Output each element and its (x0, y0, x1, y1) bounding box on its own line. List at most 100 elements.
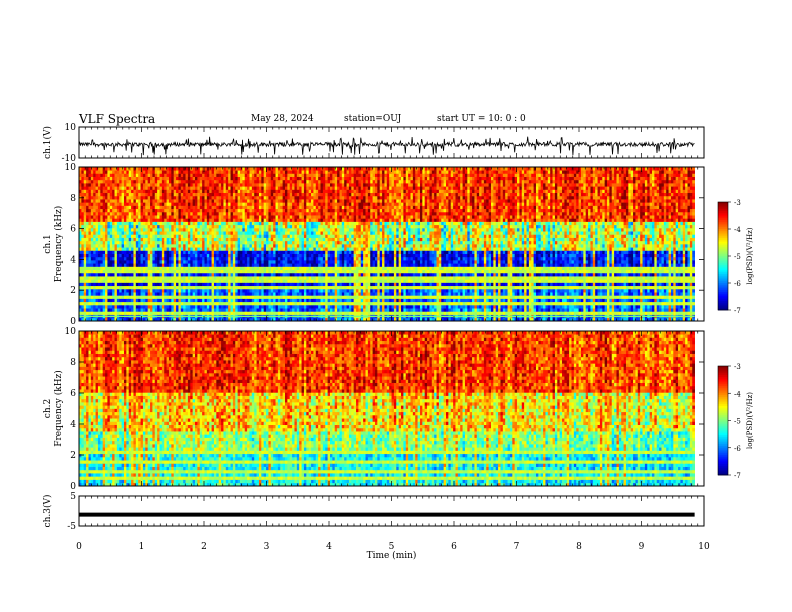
spectrogram-cell (141, 186, 144, 190)
spectrogram-cell (145, 225, 148, 229)
spectrogram-cell (126, 234, 129, 238)
spectrogram-cell (81, 177, 84, 181)
spectrogram-cell (131, 299, 134, 303)
spectrogram-cell (84, 231, 87, 235)
spectrogram-cell (107, 273, 110, 277)
spectrogram-cell (148, 212, 151, 216)
spectrogram-cell (107, 250, 110, 254)
spectrogram-cell (117, 292, 120, 296)
spectrogram-cell (129, 311, 132, 315)
spectrogram-cell (93, 209, 96, 213)
spectrogram-cell (105, 209, 108, 213)
spectrogram-cell (105, 273, 108, 277)
spectrogram-cell (93, 170, 96, 174)
spectrogram-cell (110, 180, 113, 184)
spectrogram-cell (129, 305, 132, 309)
spectrogram-cell (88, 254, 91, 258)
spectrogram-cell (105, 308, 108, 312)
spectrogram-cell (122, 247, 125, 251)
spectrogram-cell (148, 266, 151, 270)
spectrogram-cell (98, 292, 101, 296)
spectrogram-cell (96, 206, 99, 210)
spectrogram-cell (119, 289, 122, 293)
spectrogram-cell (131, 180, 134, 184)
spectrogram-cell (150, 276, 153, 280)
spectrogram-cell (103, 260, 106, 264)
spectrogram-cell (112, 292, 115, 296)
spectrogram-cell (110, 212, 113, 216)
spectrogram-cell (115, 305, 118, 309)
spectrogram-cell (136, 199, 139, 203)
spectrogram-cell (145, 244, 148, 248)
spectrogram-cell (136, 215, 139, 219)
spectrogram-cell (105, 206, 108, 210)
spectrogram-cell (145, 295, 148, 299)
spectrogram-cell (119, 186, 122, 190)
spectrogram-cell (93, 193, 96, 197)
spectrogram-cell (81, 292, 84, 296)
spectrogram-cell (110, 308, 113, 312)
spectrogram-cell (117, 189, 120, 193)
spectrogram-cell (107, 302, 110, 306)
spectrogram-cell (126, 289, 129, 293)
spectrogram-cell (124, 276, 127, 280)
spectrogram-cell (126, 260, 129, 264)
spectrogram-cell (86, 209, 89, 213)
spectrogram-cell (141, 273, 144, 277)
spectrogram-cell (126, 270, 129, 274)
spectrogram-cell (98, 308, 101, 312)
spectrogram-cell (93, 257, 96, 261)
spectrogram-cell (96, 244, 99, 248)
spectrogram-cell (122, 180, 125, 184)
spectrogram-cell (131, 167, 134, 171)
spectrogram-cell (105, 299, 108, 303)
spectrogram-cell (124, 189, 127, 193)
spectrogram-cell (84, 218, 87, 222)
spectrogram-cell (126, 305, 129, 309)
spectrogram-cell (81, 247, 84, 251)
spectrogram-cell (88, 273, 91, 277)
spectrogram-cell (133, 254, 136, 258)
spectrogram-cell (110, 250, 113, 254)
spectrogram-cell (129, 299, 132, 303)
spectrogram-cell (145, 305, 148, 309)
spectrogram-cell (110, 247, 113, 251)
spectrogram-cell (126, 186, 129, 190)
spectrogram-cell (81, 257, 84, 261)
spectrogram-cell (100, 257, 103, 261)
spectrogram-cell (124, 283, 127, 287)
spectrogram-cell (110, 238, 113, 242)
spectrogram-cell (124, 266, 127, 270)
spectrogram-cell (145, 218, 148, 222)
spectrogram-cell (84, 279, 87, 283)
spectrogram-cell (122, 238, 125, 242)
spectrogram-cell (96, 199, 99, 203)
spectrogram-cell (133, 250, 136, 254)
spectrogram-cell (136, 250, 139, 254)
spectrogram-cell (150, 295, 153, 299)
spectrogram-cell (107, 308, 110, 312)
spectrogram-cell (126, 266, 129, 270)
spectrogram-cell (112, 273, 115, 277)
spectrogram-cell (148, 186, 151, 190)
spectrogram-cell (91, 183, 94, 187)
spectrogram-cell (93, 247, 96, 251)
spectrogram-cell (110, 228, 113, 232)
spectrogram-cell (110, 289, 113, 293)
spectrogram-cell (145, 231, 148, 235)
spectrogram-cell (150, 311, 153, 315)
spectrogram-cell (138, 231, 141, 235)
spectrogram-cell (119, 266, 122, 270)
spectrogram-cell (117, 247, 120, 251)
spectrogram-cell (115, 225, 118, 229)
spectrogram-cell (141, 173, 144, 177)
spectrogram-cell (143, 295, 146, 299)
spectrogram-cell (103, 170, 106, 174)
spectrogram-cell (96, 202, 99, 206)
spectrogram-cell (143, 244, 146, 248)
spectrogram-cell (141, 270, 144, 274)
spectrogram-cell (138, 209, 141, 213)
spectrogram-cell (115, 215, 118, 219)
spectrogram-cell (115, 279, 118, 283)
spectrogram-cell (105, 289, 108, 293)
